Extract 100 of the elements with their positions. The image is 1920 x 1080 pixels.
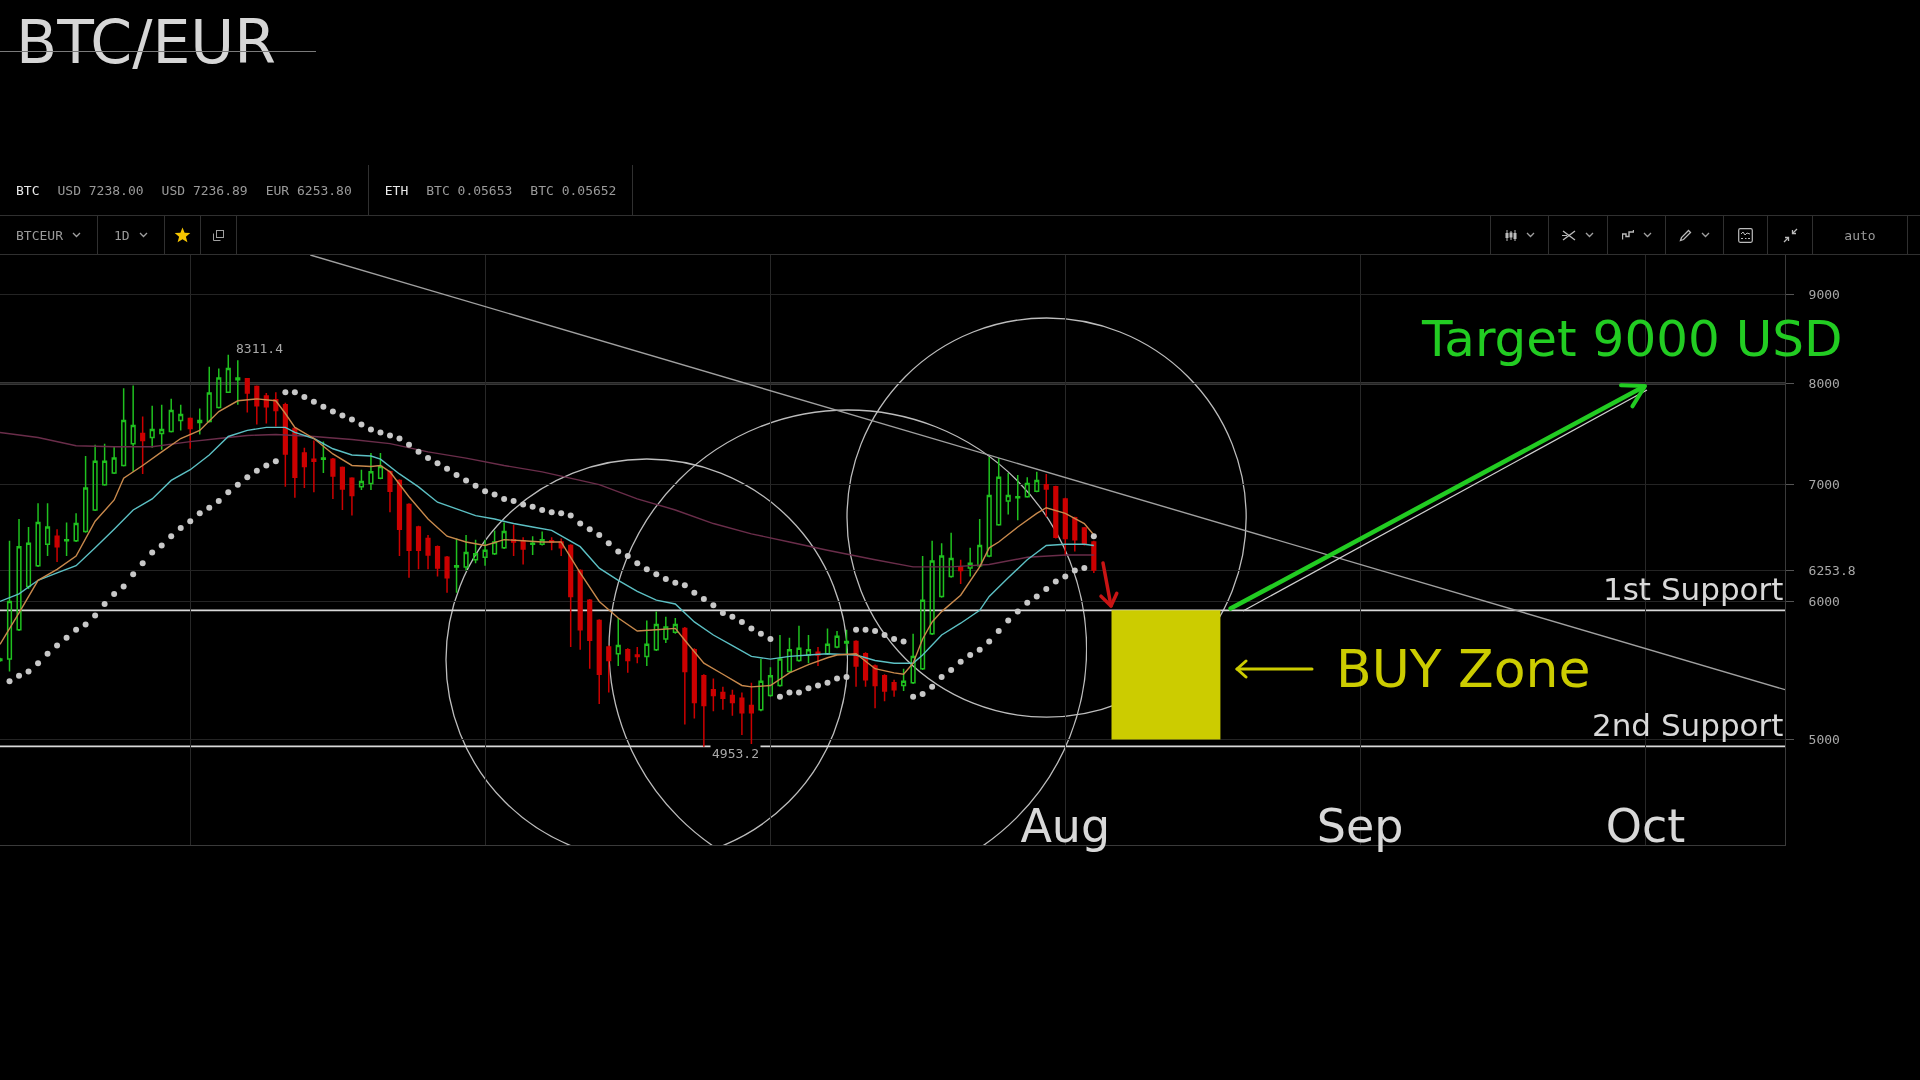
candlestick: [349, 476, 355, 517]
x-tick-label: Sep: [1316, 799, 1404, 853]
candlestick: [729, 688, 735, 717]
text: BTC 0.05653: [426, 182, 513, 198]
candlestick: [54, 528, 60, 563]
candlestick: [767, 666, 774, 698]
candlestick: [235, 359, 241, 406]
candlestick: [254, 384, 260, 426]
candlestick: [653, 610, 659, 652]
candlestick: [1091, 540, 1097, 574]
candlestick: [168, 398, 174, 434]
candlestick: [368, 452, 374, 491]
candlestick: [444, 555, 450, 594]
candlestick: [663, 615, 669, 644]
candlestick: [64, 521, 70, 557]
candlestick: [853, 639, 859, 688]
ref-line-label: 2nd Support: [1592, 707, 1784, 743]
candlestick: [83, 455, 89, 534]
candlestick: [929, 540, 935, 636]
candlestick: [634, 646, 640, 664]
line-series: [0, 431, 1095, 568]
candlestick: [377, 452, 384, 481]
candlestick: [758, 658, 764, 713]
candlestick: [463, 534, 469, 572]
x-tick-label: Oct: [1605, 799, 1686, 853]
candlestick: [720, 686, 726, 711]
text: BTC 0.05652: [530, 182, 617, 198]
candlestick: [121, 387, 127, 468]
candlestick: [615, 617, 621, 667]
candlestick: [453, 537, 460, 594]
candlestick: [387, 470, 393, 513]
y-tick-label: 5000: [1808, 732, 1840, 748]
candlestick: [1015, 474, 1021, 521]
candlestick: [206, 365, 212, 424]
candlestick: [577, 568, 583, 651]
candlestick: [587, 598, 593, 670]
candlestick: [35, 502, 41, 568]
candlestick: [834, 630, 840, 650]
text: EUR 6253.80: [265, 182, 352, 198]
candlestick: [197, 407, 203, 436]
candlestick: [796, 625, 802, 663]
line-series: [0, 426, 1095, 664]
candlestick: [1072, 515, 1078, 553]
candlestick: [330, 457, 336, 500]
candlestick: [625, 647, 631, 674]
candlestick: [748, 681, 754, 745]
candlestick: [1005, 472, 1011, 516]
candlestick: [292, 426, 298, 499]
annotation: 4953.2: [712, 746, 759, 761]
candlestick: [606, 644, 612, 694]
annotation: Target 9000 USD: [1421, 310, 1843, 368]
text: ETH: [384, 182, 409, 198]
candlestick: [1034, 471, 1040, 494]
candlestick: [786, 636, 793, 674]
candlestick: [473, 538, 479, 565]
y-tick-label: 9000: [1808, 286, 1840, 302]
candlestick: [843, 628, 850, 655]
candlestick: [948, 531, 954, 579]
annotation: 8311.4: [236, 341, 284, 356]
ref-line-label: 1st Support: [1603, 571, 1784, 607]
candlestick: [149, 404, 155, 449]
candlestick: [434, 544, 441, 578]
candlestick: [159, 403, 165, 451]
candlestick: [511, 523, 517, 557]
candlestick: [244, 377, 250, 414]
candlestick: [73, 512, 79, 543]
candlestick: [644, 619, 650, 667]
text: BTC: [16, 182, 40, 198]
candlestick: [739, 691, 745, 736]
y-tick-label: 7000: [1808, 477, 1840, 493]
candlestick: [339, 465, 345, 511]
candlestick: [881, 673, 888, 702]
candlestick: [939, 542, 945, 599]
candlestick: [824, 627, 831, 656]
annotation: BUY Zone: [1336, 639, 1591, 699]
candlestick: [920, 555, 926, 671]
candlestick: [891, 679, 897, 698]
candlestick: [282, 401, 288, 488]
candlestick: [415, 525, 422, 571]
candlestick: [263, 392, 269, 425]
candlestick: [1062, 497, 1068, 557]
candlestick: [901, 667, 907, 692]
y-tick-label: 8000: [1808, 376, 1840, 392]
candlestick: [872, 663, 878, 710]
candlestick: [311, 439, 317, 494]
candlestick: [682, 626, 688, 726]
candlestick: [501, 521, 507, 550]
text: USD 7238.00: [57, 182, 144, 198]
candlestick: [568, 543, 574, 648]
candlestick: [16, 518, 22, 632]
candlestick: [520, 536, 526, 566]
text: 1D: [113, 227, 130, 243]
candlestick: [691, 647, 697, 720]
candlestick: [44, 502, 51, 557]
y-tick-label: 6000: [1808, 593, 1840, 609]
candlestick: [1024, 476, 1030, 499]
candlestick: [986, 456, 992, 559]
candlestick: [102, 442, 108, 487]
candlestick: [958, 558, 964, 585]
candlestick: [425, 534, 431, 571]
